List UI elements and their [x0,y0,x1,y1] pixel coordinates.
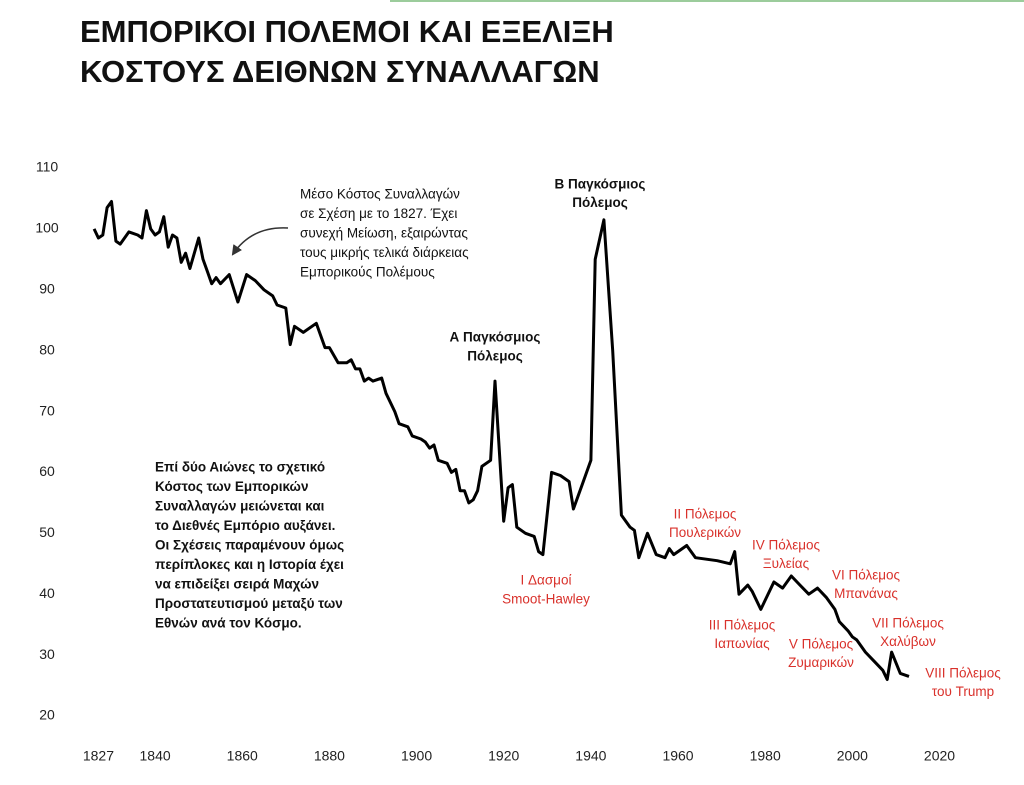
annotation: Μπανάνας [834,586,898,601]
annotation: συνεχή Μείωση, εξαιρώντας [300,226,468,241]
annotation: V Πόλεμος [789,637,854,652]
annotation: Προστατευτισμού μεταξύ των [155,596,343,611]
y-tick-label: 50 [39,524,55,540]
x-tick-label: 1940 [575,748,606,764]
x-tick-label: 1980 [750,748,781,764]
x-tick-label: 1920 [488,748,519,764]
annotation: Πόλεμος [467,349,522,364]
x-tick-label: 2000 [837,748,868,764]
annotation: τους μικρής τελικά διάρκειας [300,245,469,260]
x-tick-label: 1900 [401,748,432,764]
y-tick-label: 90 [39,280,55,296]
annotation: Ιαπωνίας [714,636,770,651]
annotation: III Πόλεμος [709,618,776,633]
annotation: Εθνών ανά τον Κόσμο. [155,616,302,631]
data-line [92,200,910,681]
chart-title: ΕΜΠΟΡΙΚΟΙ ΠΟΛΕΜΟΙ ΚΑΙ ΕΞΕΛΙΞΗ [80,14,614,49]
x-tick-label: 1840 [140,748,171,764]
annotation: Κόστος των Εμπορικών [155,479,308,494]
annotation: Εμπορικούς Πολέμους [300,265,435,280]
annotation: VIII Πόλεμος [925,666,1001,681]
annotation: του Trump [932,684,994,699]
annotation: σε Σχέση με το 1827. Έχει [300,206,457,221]
annotation: Οι Σχέσεις παραμένουν όμως [155,538,344,553]
x-tick-label: 1827 [83,748,114,764]
annotation: Πόλεμος [572,195,627,210]
annotation: VI Πόλεμος [832,568,901,583]
annotation: το Διεθνές Εμπόριο αυξάνει. [155,518,335,533]
annotation: Β Παγκόσμιος [555,177,646,192]
annotation: Μέσο Κόστος Συναλλαγών [300,187,460,202]
chart-title: ΚΟΣΤΟΥΣ ΔΕΙΘΝΩΝ ΣΥΝΑΛΛΑΓΩΝ [80,54,600,89]
y-tick-label: 20 [39,707,55,723]
pointer-arrow [231,227,289,256]
y-tick-label: 110 [36,159,59,175]
annotation: VII Πόλεμος [872,616,944,631]
annotation: Επί δύο Αιώνες το σχετικό [155,460,325,475]
y-tick-label: 70 [39,402,55,418]
x-tick-label: 1860 [227,748,258,764]
y-tick-label: 40 [39,585,55,601]
annotation: IV Πόλεμος [752,538,821,553]
annotation: I Δασμοί [521,573,572,588]
y-tick-label: 30 [39,646,55,662]
x-tick-label: 1960 [662,748,693,764]
annotation: II Πόλεμος [674,507,737,522]
annotation: Χαλύβων [880,634,936,649]
annotation: Ξυλείας [763,556,810,571]
annotation: Ζυμαρικών [788,655,854,670]
annotation: Συναλλαγών μειώνεται και [155,499,325,514]
annotation: Smoot-Hawley [502,592,590,607]
x-tick-label: 2020 [924,748,955,764]
annotation: Πουλερικών [669,525,741,540]
y-tick-label: 100 [35,220,59,236]
annotation: Α Παγκόσμιος [450,330,541,345]
x-tick-label: 1880 [314,748,345,764]
y-tick-label: 60 [39,463,55,479]
annotation: περίπλοκες και η Ιστορία έχει [155,557,344,572]
y-tick-label: 80 [39,341,55,357]
annotation: να επιδείξει σειρά Μαχών [155,577,319,592]
